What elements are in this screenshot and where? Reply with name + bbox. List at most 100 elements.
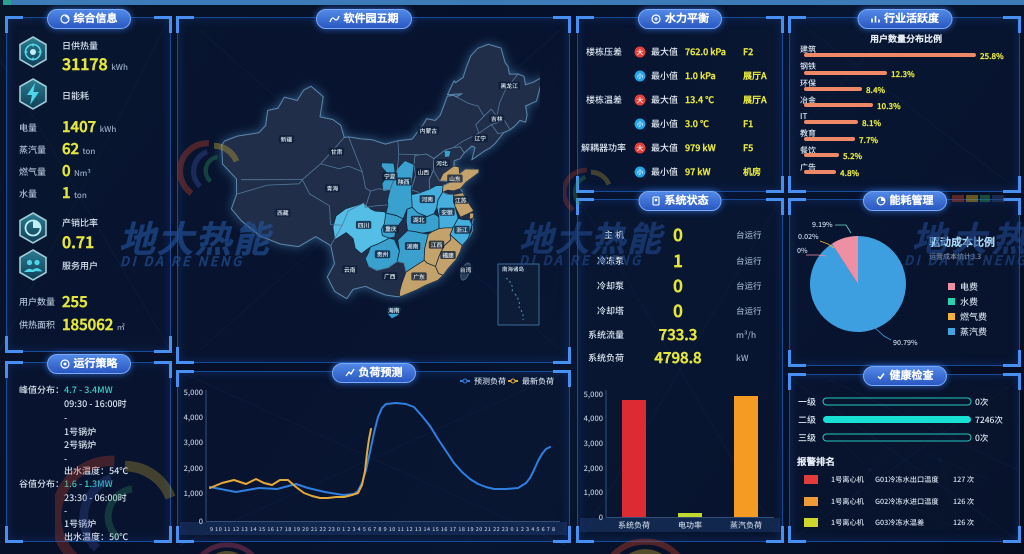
svg-text:湖南: 湖南 bbox=[407, 242, 419, 251]
svg-text:环保: 环保 bbox=[800, 78, 816, 89]
svg-text:安徽: 安徽 bbox=[441, 207, 453, 216]
svg-text:蒸汽负荷: 蒸汽负荷 bbox=[730, 520, 762, 531]
svg-text:西藏: 西藏 bbox=[277, 208, 289, 217]
svg-text:F2: F2 bbox=[743, 45, 753, 58]
svg-text:展厅A: 展厅A bbox=[742, 69, 767, 82]
svg-text:1: 1 bbox=[673, 247, 683, 272]
svg-text:1号离心机: 1号离心机 bbox=[831, 497, 865, 507]
svg-text:小: 小 bbox=[637, 167, 644, 177]
svg-text:最新负荷: 最新负荷 bbox=[522, 376, 554, 387]
svg-text:4,000: 4,000 bbox=[584, 413, 603, 424]
svg-text:广西: 广西 bbox=[384, 272, 396, 281]
svg-text:吉林: 吉林 bbox=[491, 114, 503, 123]
svg-text:2,000: 2,000 bbox=[184, 463, 203, 474]
svg-text:机房: 机房 bbox=[742, 165, 761, 178]
svg-text:系统负荷: 系统负荷 bbox=[618, 520, 650, 531]
svg-text:m³/h: m³/h bbox=[736, 329, 756, 341]
svg-text:5,000: 5,000 bbox=[584, 389, 603, 400]
svg-text:新疆: 新疆 bbox=[281, 135, 293, 144]
svg-text:江苏: 江苏 bbox=[455, 195, 467, 204]
svg-text:762.0 kPa: 762.0 kPa bbox=[685, 45, 726, 58]
svg-text:8.1%: 8.1% bbox=[862, 118, 882, 129]
svg-text:F1: F1 bbox=[743, 117, 753, 130]
svg-text:冷却泵: 冷却泵 bbox=[597, 279, 624, 292]
svg-text:二级: 二级 bbox=[798, 413, 816, 426]
svg-text:黑龙江: 黑龙江 bbox=[500, 81, 518, 90]
svg-text:0: 0 bbox=[673, 221, 683, 246]
svg-text:海南: 海南 bbox=[388, 306, 400, 315]
svg-text:解耦器功率: 解耦器功率 bbox=[581, 141, 626, 154]
svg-text:最小值: 最小值 bbox=[651, 165, 678, 178]
svg-text:三级: 三级 bbox=[798, 431, 816, 444]
svg-text:5,000: 5,000 bbox=[184, 387, 203, 398]
svg-text:13.4 ℃: 13.4 ℃ bbox=[685, 93, 714, 106]
svg-text:楼栋温差: 楼栋温差 bbox=[586, 93, 622, 106]
svg-text:运营成本统计3.3: 运营成本统计3.3 bbox=[929, 252, 981, 262]
svg-text:甘肃: 甘肃 bbox=[331, 147, 343, 156]
svg-text:小: 小 bbox=[637, 71, 644, 81]
svg-text:0: 0 bbox=[199, 516, 203, 527]
svg-text:0: 0 bbox=[673, 272, 683, 297]
svg-text:3.0 ℃: 3.0 ℃ bbox=[685, 117, 709, 130]
svg-text:台运行: 台运行 bbox=[736, 280, 762, 292]
svg-text:0.02%: 0.02% bbox=[798, 232, 819, 242]
svg-text:重庆: 重庆 bbox=[385, 224, 397, 233]
svg-text:宁夏: 宁夏 bbox=[384, 172, 396, 181]
svg-text:2,000: 2,000 bbox=[584, 463, 603, 474]
svg-text:126 次: 126 次 bbox=[953, 518, 974, 528]
svg-text:90.79%: 90.79% bbox=[893, 338, 918, 348]
svg-text:蒸汽费: 蒸汽费 bbox=[960, 325, 987, 338]
svg-text:驱动成本比例: 驱动成本比例 bbox=[928, 234, 995, 250]
svg-text:7246次: 7246次 bbox=[975, 414, 1003, 426]
svg-text:内蒙古: 内蒙古 bbox=[420, 126, 438, 135]
svg-text:陕西: 陕西 bbox=[398, 177, 410, 186]
svg-text:0次: 0次 bbox=[975, 396, 989, 408]
svg-text:最小值: 最小值 bbox=[651, 69, 678, 82]
svg-text:3,000: 3,000 bbox=[184, 437, 203, 448]
svg-text:电功率: 电功率 bbox=[678, 520, 702, 531]
svg-text:1.0 kPa: 1.0 kPa bbox=[685, 69, 716, 82]
svg-text:主 机: 主 机 bbox=[604, 228, 624, 241]
svg-text:G03冷冻水温差: G03冷冻水温差 bbox=[875, 518, 924, 528]
svg-text:一级: 一级 bbox=[798, 395, 816, 408]
svg-text:湖北: 湖北 bbox=[413, 215, 425, 224]
svg-text:F5: F5 bbox=[743, 141, 753, 154]
svg-text:G02冷冻水进口温度: G02冷冻水进口温度 bbox=[875, 497, 939, 507]
svg-text:辽宁: 辽宁 bbox=[474, 134, 486, 143]
svg-text:贵州: 贵州 bbox=[377, 250, 389, 259]
svg-text:最大值: 最大值 bbox=[651, 45, 678, 58]
svg-text:IT: IT bbox=[800, 111, 807, 122]
svg-text:餐饮: 餐饮 bbox=[800, 145, 816, 156]
svg-text:0%: 0% bbox=[797, 246, 808, 256]
svg-text:楼栋压差: 楼栋压差 bbox=[586, 45, 622, 58]
svg-text:展厅A: 展厅A bbox=[742, 93, 767, 106]
svg-text:河南: 河南 bbox=[421, 195, 433, 204]
svg-text:广告: 广告 bbox=[800, 162, 816, 173]
svg-text:最大值: 最大值 bbox=[651, 141, 678, 154]
svg-text:12.3%: 12.3% bbox=[891, 69, 915, 80]
svg-text:青海: 青海 bbox=[327, 184, 339, 193]
svg-text:山西: 山西 bbox=[417, 168, 429, 177]
svg-text:733.3: 733.3 bbox=[659, 324, 698, 345]
svg-text:河北: 河北 bbox=[436, 159, 448, 168]
svg-text:25.8%: 25.8% bbox=[980, 51, 1004, 62]
svg-text:5.2%: 5.2% bbox=[842, 151, 863, 162]
svg-text:教育: 教育 bbox=[800, 128, 816, 139]
svg-text:G01冷冻水出口温度: G01冷冻水出口温度 bbox=[875, 475, 939, 485]
svg-text:报警排名: 报警排名 bbox=[797, 454, 835, 468]
svg-text:1号离心机: 1号离心机 bbox=[831, 518, 865, 528]
svg-text:小: 小 bbox=[637, 119, 644, 129]
svg-text:8.4%: 8.4% bbox=[866, 85, 886, 96]
svg-text:1,000: 1,000 bbox=[184, 488, 203, 499]
svg-text:钢铁: 钢铁 bbox=[800, 61, 816, 72]
svg-text:127 次: 127 次 bbox=[953, 475, 974, 485]
svg-text:126 次: 126 次 bbox=[953, 497, 974, 507]
svg-text:台运行: 台运行 bbox=[736, 305, 762, 317]
svg-text:最大值: 最大值 bbox=[651, 93, 678, 106]
svg-text:kW: kW bbox=[736, 352, 749, 364]
svg-text:系统负荷: 系统负荷 bbox=[588, 351, 624, 364]
svg-text:0次: 0次 bbox=[975, 432, 989, 444]
svg-text:燃气费: 燃气费 bbox=[960, 310, 987, 323]
svg-text:冷却塔: 冷却塔 bbox=[597, 304, 624, 317]
svg-text:9.19%: 9.19% bbox=[812, 220, 833, 230]
